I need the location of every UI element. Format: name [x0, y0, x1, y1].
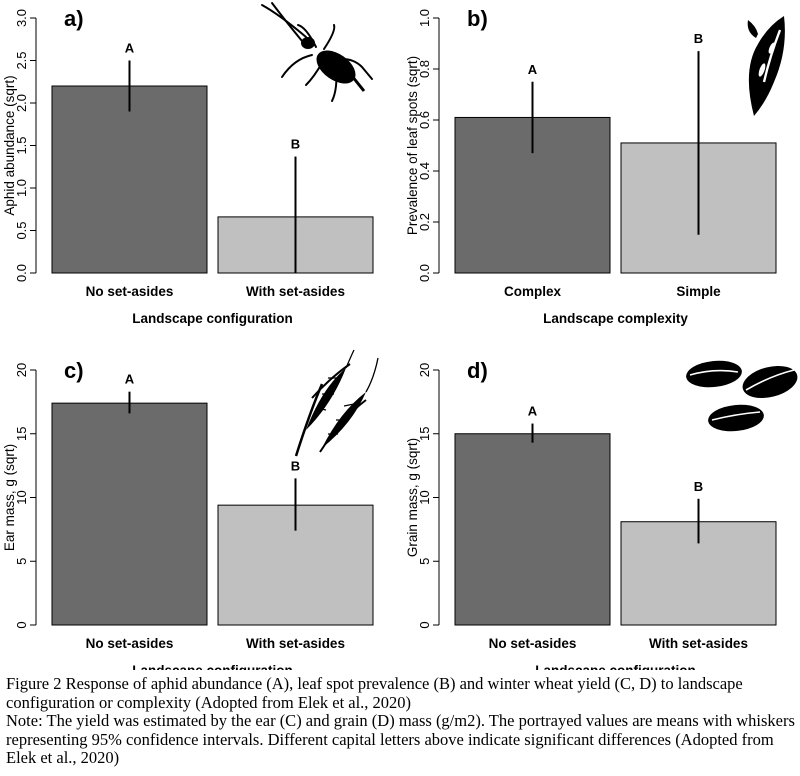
y-axis-title: Ear mass, g (sqrt) [2, 444, 17, 551]
significance-letter: B [694, 31, 703, 46]
y-tick-label: 0.4 [417, 162, 432, 180]
wheat-ear-icon [294, 349, 379, 457]
x-category-label: Simple [676, 284, 721, 299]
y-tick-label: 2.5 [14, 51, 29, 69]
x-axis-title: Landscape configuration [535, 663, 696, 670]
y-tick-label: 1.0 [417, 9, 432, 27]
panel-label: d) [467, 358, 488, 383]
significance-letter: A [528, 404, 538, 419]
figure-caption: Figure 2 Response of aphid abundance (A)… [6, 674, 796, 768]
y-tick-label: 0.8 [417, 60, 432, 78]
x-category-label: With set-asides [649, 636, 748, 651]
bar-1 [51, 85, 208, 274]
y-tick-label: 0.0 [417, 264, 432, 282]
aphid-icon [261, 2, 373, 102]
significance-letter: B [694, 479, 703, 494]
y-tick-label: 0 [14, 621, 29, 628]
y-tick-label: 0.0 [14, 264, 29, 282]
x-axis-title: Landscape configuration [132, 311, 293, 326]
x-category-label: No set-asides [86, 636, 174, 651]
y-tick-label: 1.5 [14, 136, 29, 154]
significance-letter: B [291, 458, 300, 473]
y-tick-label: 0.5 [14, 221, 29, 239]
y-axis-title: Aphid abundance (sqrt) [2, 75, 17, 215]
bar-1 [51, 402, 208, 626]
caption-figure-text: Figure 2 Response of aphid abundance (A)… [6, 674, 743, 712]
y-axis-title: Grain mass, g (sqrt) [405, 438, 420, 557]
x-category-label: Complex [504, 284, 562, 299]
y-tick-label: 20 [14, 363, 29, 377]
significance-letter: B [291, 137, 300, 152]
y-tick-label: 20 [417, 363, 432, 377]
significance-letter: A [125, 41, 135, 56]
y-tick-label: 10 [417, 490, 432, 504]
panel-a: 0.0 0.5 1.0 1.5 2.0 2.5 3.0 Aphid abundance (sq… [2, 2, 374, 326]
y-tick-label: 15 [14, 427, 29, 441]
panel-d: 0 5 10 15 20 Grain mass, g (sqrt) A No set-asid… [405, 358, 798, 670]
significance-letter: A [528, 62, 538, 77]
bar-1 [454, 433, 611, 626]
x-category-label: No set-asides [86, 284, 174, 299]
y-tick-label: 15 [417, 427, 432, 441]
figure-panels: 0.0 0.5 1.0 1.5 2.0 2.5 3.0 Aphid abundance (sq… [2, 2, 798, 670]
y-tick-label: 10 [14, 490, 29, 504]
wheat-grain-icon [686, 360, 798, 432]
x-axis-title: Landscape complexity [543, 311, 688, 326]
panel-b: 0.0 0.2 0.4 0.6 0.8 1.0 Prevalence of leaf spo… [405, 6, 785, 326]
significance-letter: A [125, 372, 135, 387]
spotted-leaf-icon [747, 16, 785, 116]
x-category-label: With set-asides [246, 636, 345, 651]
y-tick-label: 1.0 [14, 179, 29, 197]
y-tick-label: 0.6 [417, 111, 432, 129]
y-tick-label: 3.0 [14, 9, 29, 27]
y-tick-label: 0 [417, 621, 432, 628]
x-axis-title: Landscape configuration [132, 663, 293, 670]
y-tick-label: 2.0 [14, 94, 29, 112]
x-category-label: No set-asides [489, 636, 577, 651]
x-category-label: With set-asides [246, 284, 345, 299]
y-tick-label: 0.2 [417, 213, 432, 231]
panel-label: b) [467, 6, 488, 31]
y-tick-label: 5 [14, 558, 29, 565]
panel-label: a) [64, 6, 84, 31]
bar-1 [454, 116, 611, 274]
y-tick-label: 5 [417, 558, 432, 565]
y-axis-title: Prevalence of leaf spots (sqrt) [405, 56, 420, 235]
panel-c: 0 5 10 15 20 Ear mass, g (sqrt) A No set-asides… [2, 349, 379, 670]
panel-label: c) [64, 358, 84, 383]
caption-note-text: Note: The yield was estimated by the ear… [6, 711, 795, 767]
